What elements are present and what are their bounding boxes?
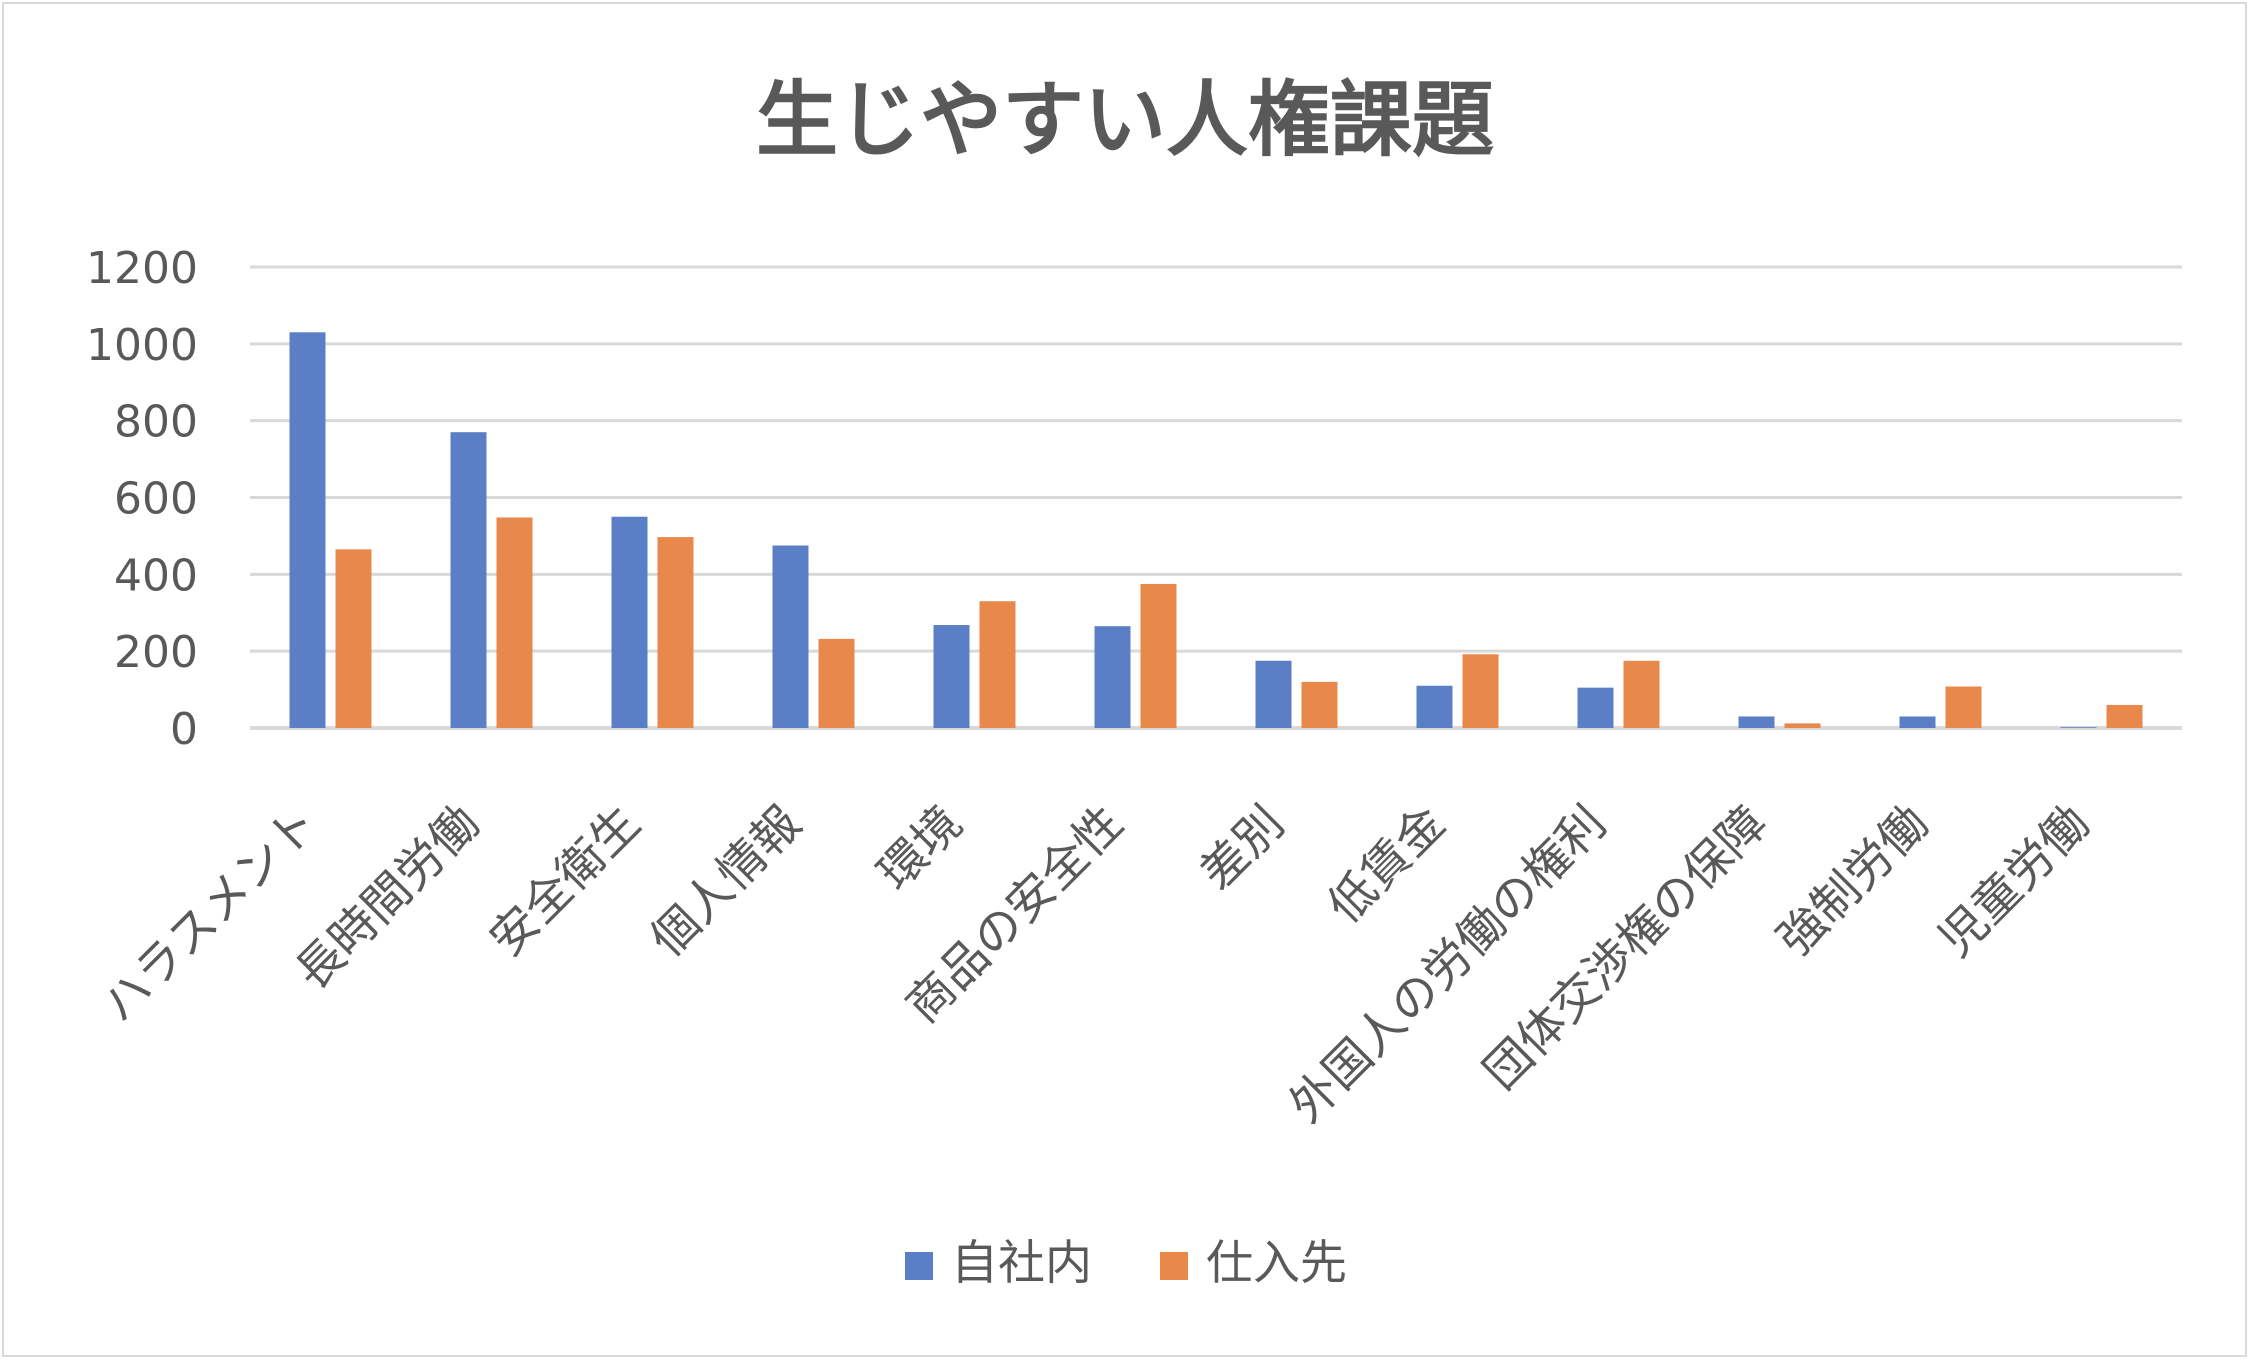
- bar-suppliers: [657, 537, 694, 728]
- bar-in-house: [1094, 626, 1131, 728]
- y-tick-label: 1200: [86, 243, 198, 294]
- legend-label: 仕入先: [1206, 1236, 1347, 1291]
- bar-suppliers: [818, 638, 855, 728]
- bar-suppliers: [2106, 704, 2143, 728]
- bar-suppliers: [1462, 654, 1499, 728]
- y-axis-ticks: 0 200 400 600 800 1000 1200: [86, 243, 198, 755]
- bar-in-house: [1577, 687, 1614, 728]
- x-tick-label: 差別: [1190, 796, 1295, 901]
- bars: [289, 332, 2143, 728]
- legend-swatch: [905, 1252, 933, 1280]
- bar-suppliers: [1301, 681, 1338, 728]
- bar-in-house: [289, 332, 326, 728]
- y-tick-label: 0: [170, 704, 198, 755]
- x-tick-label: ハラスメント: [91, 796, 329, 1034]
- bar-in-house: [450, 432, 487, 728]
- bar-in-house: [1255, 660, 1292, 728]
- bar-in-house: [933, 625, 970, 728]
- bar-suppliers: [335, 549, 372, 728]
- x-tick-label: 強制労働: [1767, 796, 1939, 968]
- chart-title: 生じやすい人権課題: [756, 73, 1494, 168]
- bar-suppliers: [979, 601, 1016, 728]
- legend-swatch: [1160, 1252, 1188, 1280]
- bar-suppliers: [1945, 686, 1982, 728]
- legend: 自社内 仕入先: [905, 1236, 1347, 1291]
- x-tick-label: 個人情報: [640, 796, 812, 968]
- y-tick-label: 1000: [86, 320, 198, 371]
- legend-label: 自社内: [951, 1236, 1092, 1291]
- bar-suppliers: [496, 517, 533, 728]
- bar-suppliers: [1623, 660, 1660, 728]
- gridlines: [250, 265, 2182, 730]
- x-tick-label: 団体交渉権の保障: [1473, 796, 1778, 1101]
- bar-suppliers: [1784, 723, 1821, 728]
- x-tick-label: 外国人の労働の権利: [1279, 796, 1617, 1134]
- y-tick-label: 400: [114, 550, 198, 601]
- bar-in-house: [1738, 716, 1775, 728]
- x-tick-label: 低賃金: [1317, 796, 1456, 935]
- y-tick-label: 600: [114, 474, 198, 525]
- x-tick-label: 児童労働: [1928, 796, 2100, 968]
- x-tick-label: 環境: [868, 796, 973, 901]
- bar-in-house: [1899, 716, 1936, 728]
- y-tick-label: 800: [114, 397, 198, 448]
- bar-suppliers: [1140, 583, 1177, 728]
- bar-in-house: [772, 545, 809, 728]
- bar-in-house: [611, 516, 648, 728]
- y-tick-label: 200: [114, 627, 198, 678]
- bar-in-house: [1416, 685, 1453, 728]
- bar-in-house: [2060, 727, 2097, 728]
- x-tick-label: 安全衛生: [479, 796, 651, 968]
